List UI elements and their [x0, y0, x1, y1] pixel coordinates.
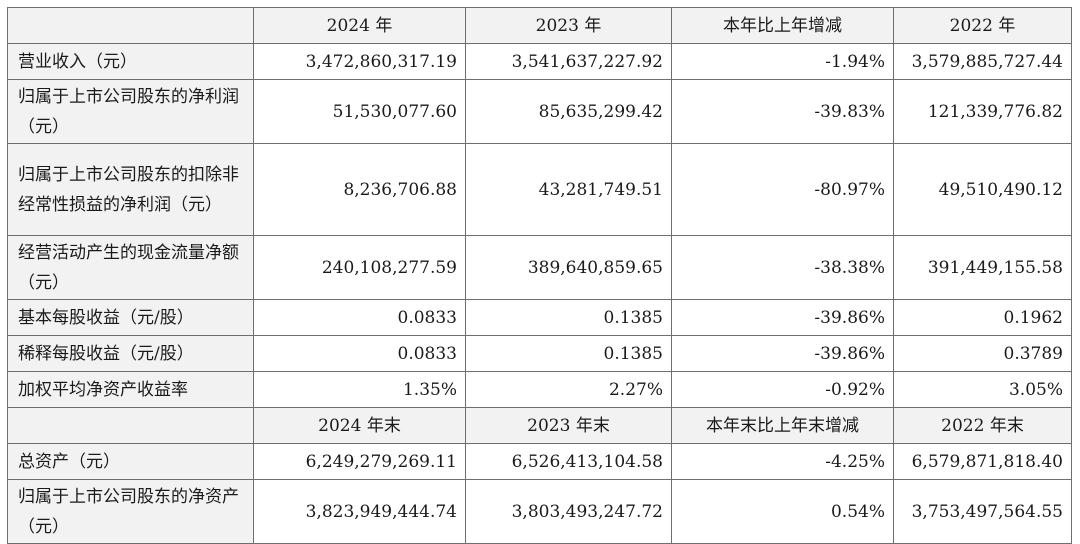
cell-2022: 0.3789: [893, 335, 1072, 372]
cell-2024: 0.0833: [253, 299, 466, 336]
cell-change: -1.94%: [671, 43, 894, 80]
cell-2022: 0.1962: [893, 299, 1072, 336]
table-row: 归属于上市公司股东的净资产（元） 3,823,949,444.74 3,803,…: [7, 479, 1072, 544]
cell-2024-end: 3,823,949,444.74: [253, 479, 466, 544]
row-label: 归属于上市公司股东的扣除非经常性损益的净利润（元）: [7, 143, 254, 236]
cell-2022: 121,339,776.82: [893, 79, 1072, 144]
row-label: 加权平均净资产收益率: [7, 371, 254, 408]
table-row: 归属于上市公司股东的扣除非经常性损益的净利润（元） 8,236,706.88 4…: [7, 143, 1072, 236]
cell-change-end: -4.25%: [671, 443, 894, 480]
cell-2023: 3,541,637,227.92: [465, 43, 672, 80]
row-label: 营业收入（元）: [7, 43, 254, 80]
cell-change: -39.86%: [671, 335, 894, 372]
cell-2023: 2.27%: [465, 371, 672, 408]
header-change-end: 本年末比上年末增减: [671, 407, 894, 444]
row-label: 归属于上市公司股东的净利润（元）: [7, 79, 254, 144]
header-change: 本年比上年增减: [671, 7, 894, 44]
header-2024-end: 2024 年末: [253, 407, 466, 444]
cell-2024: 3,472,860,317.19: [253, 43, 466, 80]
table-row: 营业收入（元） 3,472,860,317.19 3,541,637,227.9…: [7, 43, 1072, 80]
cell-2022: 3.05%: [893, 371, 1072, 408]
cell-2023: 0.1385: [465, 335, 672, 372]
cell-2024: 1.35%: [253, 371, 466, 408]
header-corner-cell: [7, 7, 254, 44]
header-row-yearend: 2024 年末 2023 年末 本年末比上年末增减 2022 年末: [7, 407, 1072, 444]
table-row: 经营活动产生的现金流量净额（元） 240,108,277.59 389,640,…: [7, 235, 1072, 300]
table-row: 总资产（元） 6,249,279,269.11 6,526,413,104.58…: [7, 443, 1072, 480]
row-label: 稀释每股收益（元/股）: [7, 335, 254, 372]
cell-2024: 0.0833: [253, 335, 466, 372]
cell-2022-end: 3,753,497,564.55: [893, 479, 1072, 544]
row-label: 经营活动产生的现金流量净额（元）: [7, 235, 254, 300]
cell-change: -0.92%: [671, 371, 894, 408]
table-row: 基本每股收益（元/股） 0.0833 0.1385 -39.86% 0.1962: [7, 299, 1072, 336]
cell-2023-end: 6,526,413,104.58: [465, 443, 672, 480]
table-row: 稀释每股收益（元/股） 0.0833 0.1385 -39.86% 0.3789: [7, 335, 1072, 372]
header-2023: 2023 年: [465, 7, 672, 44]
key-financial-indicators-table: 2024 年 2023 年 本年比上年增减 2022 年 营业收入（元） 3,4…: [7, 7, 1072, 544]
cell-2023: 0.1385: [465, 299, 672, 336]
cell-2024: 8,236,706.88: [253, 143, 466, 236]
header-2022-end: 2022 年末: [893, 407, 1072, 444]
header-row-year: 2024 年 2023 年 本年比上年增减 2022 年: [7, 7, 1072, 44]
cell-2022: 3,579,885,727.44: [893, 43, 1072, 80]
cell-2022: 49,510,490.12: [893, 143, 1072, 236]
header-2022: 2022 年: [893, 7, 1072, 44]
cell-change: -39.83%: [671, 79, 894, 144]
cell-change: -38.38%: [671, 235, 894, 300]
cell-change: -80.97%: [671, 143, 894, 236]
cell-2023: 85,635,299.42: [465, 79, 672, 144]
table-row: 加权平均净资产收益率 1.35% 2.27% -0.92% 3.05%: [7, 371, 1072, 408]
cell-2024-end: 6,249,279,269.11: [253, 443, 466, 480]
cell-2024: 51,530,077.60: [253, 79, 466, 144]
row-label: 总资产（元）: [7, 443, 254, 480]
row-label: 归属于上市公司股东的净资产（元）: [7, 479, 254, 544]
row-label: 基本每股收益（元/股）: [7, 299, 254, 336]
header-2024: 2024 年: [253, 7, 466, 44]
header-corner-cell: [7, 407, 254, 444]
financial-table-container: 2024 年 2023 年 本年比上年增减 2022 年 营业收入（元） 3,4…: [7, 7, 1072, 544]
cell-2023-end: 3,803,493,247.72: [465, 479, 672, 544]
cell-2023: 389,640,859.65: [465, 235, 672, 300]
cell-change-end: 0.54%: [671, 479, 894, 544]
table-row: 归属于上市公司股东的净利润（元） 51,530,077.60 85,635,29…: [7, 79, 1072, 144]
cell-2023: 43,281,749.51: [465, 143, 672, 236]
cell-2024: 240,108,277.59: [253, 235, 466, 300]
cell-change: -39.86%: [671, 299, 894, 336]
cell-2022: 391,449,155.58: [893, 235, 1072, 300]
cell-2022-end: 6,579,871,818.40: [893, 443, 1072, 480]
header-2023-end: 2023 年末: [465, 407, 672, 444]
